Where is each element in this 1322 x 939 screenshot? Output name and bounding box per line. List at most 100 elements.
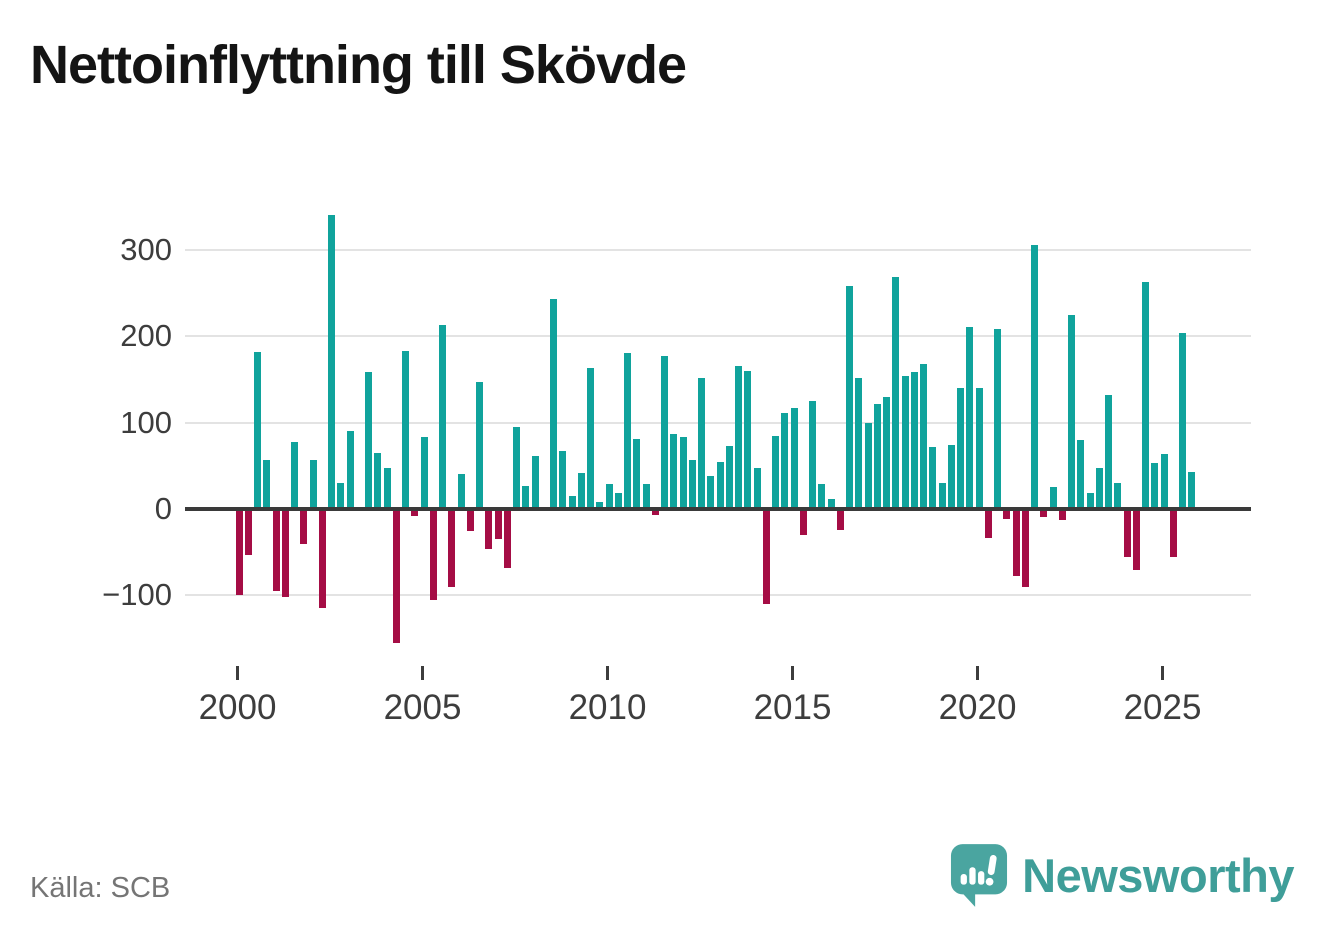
bar-2023Q3[interactable] bbox=[1105, 394, 1112, 509]
bar-2007Q3[interactable] bbox=[513, 426, 520, 509]
bar-2015Q4[interactable] bbox=[818, 483, 826, 509]
bar-2012Q1[interactable] bbox=[679, 437, 687, 509]
bar-2004Q3[interactable] bbox=[402, 350, 409, 509]
bar-2007Q4[interactable] bbox=[522, 485, 530, 509]
bar-2013Q3[interactable] bbox=[735, 366, 742, 509]
bar-2018Q3[interactable] bbox=[920, 363, 927, 509]
bar-2001Q3[interactable] bbox=[291, 442, 298, 509]
bar-2006Q4[interactable] bbox=[485, 509, 493, 549]
bar-2011Q4[interactable] bbox=[670, 433, 678, 509]
bar-2012Q3[interactable] bbox=[698, 378, 705, 509]
bar-2008Q3[interactable] bbox=[550, 298, 557, 509]
bar-2015Q2[interactable] bbox=[799, 509, 807, 535]
bar-2006Q2[interactable] bbox=[466, 509, 474, 531]
bar-2003Q4[interactable] bbox=[374, 452, 382, 509]
bar-2006Q1[interactable] bbox=[457, 473, 465, 509]
bar-2001Q1[interactable] bbox=[272, 509, 280, 592]
bar-2014Q4[interactable] bbox=[781, 413, 789, 509]
bar-2022Q4[interactable] bbox=[1077, 439, 1085, 509]
bar-2022Q1[interactable] bbox=[1049, 487, 1057, 509]
bar-2008Q1[interactable] bbox=[531, 456, 539, 509]
bar-2014Q1[interactable] bbox=[753, 467, 761, 509]
bar-2021Q2[interactable] bbox=[1021, 509, 1029, 587]
bar-2018Q1[interactable] bbox=[901, 375, 909, 509]
bar-2009Q3[interactable] bbox=[587, 368, 594, 509]
bar-2002Q4[interactable] bbox=[337, 483, 345, 509]
bar-2002Q1[interactable] bbox=[309, 459, 317, 509]
bar-2000Q3[interactable] bbox=[254, 351, 261, 509]
bar-2025Q2[interactable] bbox=[1169, 509, 1177, 557]
bar-2002Q3[interactable] bbox=[328, 215, 335, 509]
bar-2007Q1[interactable] bbox=[494, 509, 502, 540]
bar-2020Q1[interactable] bbox=[975, 387, 983, 509]
bar-2010Q3[interactable] bbox=[624, 353, 631, 509]
bar-2019Q1[interactable] bbox=[938, 483, 946, 509]
bar-2012Q4[interactable] bbox=[707, 476, 715, 509]
bar-2013Q2[interactable] bbox=[725, 445, 733, 509]
bar-2020Q3[interactable] bbox=[994, 329, 1001, 509]
bar-2016Q2[interactable] bbox=[836, 509, 844, 530]
bar-2019Q4[interactable] bbox=[966, 327, 974, 509]
bar-2008Q4[interactable] bbox=[559, 451, 567, 509]
bar-2000Q1[interactable] bbox=[235, 509, 243, 596]
bar-2014Q2[interactable] bbox=[762, 509, 770, 605]
bar-2014Q3[interactable] bbox=[772, 436, 779, 509]
bar-2000Q4[interactable] bbox=[263, 459, 271, 509]
bar-2007Q2[interactable] bbox=[503, 509, 511, 568]
bar-2025Q1[interactable] bbox=[1160, 453, 1168, 509]
bar-2021Q4[interactable] bbox=[1040, 509, 1048, 517]
bar-2016Q3[interactable] bbox=[846, 286, 853, 509]
bar-2011Q3[interactable] bbox=[661, 356, 668, 509]
bar-2003Q3[interactable] bbox=[365, 372, 372, 509]
bar-2005Q2[interactable] bbox=[429, 509, 437, 600]
bar-2023Q1[interactable] bbox=[1086, 493, 1094, 509]
bar-2021Q3[interactable] bbox=[1031, 245, 1038, 509]
bar-2017Q3[interactable] bbox=[883, 396, 890, 509]
bar-2003Q1[interactable] bbox=[346, 431, 354, 509]
bar-2004Q2[interactable] bbox=[392, 509, 400, 643]
bar-2024Q2[interactable] bbox=[1132, 509, 1140, 571]
bar-2025Q4[interactable] bbox=[1188, 471, 1196, 509]
bar-2018Q4[interactable] bbox=[929, 446, 937, 509]
bar-2009Q1[interactable] bbox=[568, 496, 576, 509]
bar-2013Q1[interactable] bbox=[716, 462, 724, 509]
bar-2006Q3[interactable] bbox=[476, 381, 483, 509]
bar-2018Q2[interactable] bbox=[910, 372, 918, 509]
bar-2025Q3[interactable] bbox=[1179, 332, 1186, 509]
bar-2010Q4[interactable] bbox=[633, 438, 641, 509]
bar-2005Q1[interactable] bbox=[420, 437, 428, 509]
bar-2013Q4[interactable] bbox=[744, 370, 752, 509]
bar-2001Q4[interactable] bbox=[300, 509, 308, 544]
bar-2004Q1[interactable] bbox=[383, 468, 391, 509]
bar-2023Q2[interactable] bbox=[1095, 467, 1103, 509]
bar-2021Q1[interactable] bbox=[1012, 509, 1020, 576]
bar-2024Q3[interactable] bbox=[1142, 281, 1149, 509]
bar-2019Q2[interactable] bbox=[947, 445, 955, 509]
bar-2024Q4[interactable] bbox=[1151, 463, 1159, 509]
bar-2000Q2[interactable] bbox=[244, 509, 252, 555]
newsworthy-logo[interactable]: Newsworthy bbox=[950, 842, 1294, 908]
bar-2017Q4[interactable] bbox=[892, 277, 900, 509]
bar-2005Q3[interactable] bbox=[439, 324, 446, 509]
bar-2012Q2[interactable] bbox=[688, 459, 696, 509]
bar-2023Q4[interactable] bbox=[1114, 483, 1122, 509]
bar-2016Q1[interactable] bbox=[827, 499, 835, 509]
bar-2009Q4[interactable] bbox=[596, 502, 604, 509]
bar-2011Q1[interactable] bbox=[642, 483, 650, 509]
bar-2020Q4[interactable] bbox=[1003, 509, 1011, 519]
bar-2020Q2[interactable] bbox=[984, 509, 992, 538]
bar-2005Q4[interactable] bbox=[448, 509, 456, 587]
bar-2015Q1[interactable] bbox=[790, 407, 798, 509]
bar-2016Q4[interactable] bbox=[855, 377, 863, 509]
bar-2022Q2[interactable] bbox=[1058, 509, 1066, 521]
bar-2022Q3[interactable] bbox=[1068, 315, 1075, 509]
bar-2002Q2[interactable] bbox=[318, 509, 326, 609]
bar-2019Q3[interactable] bbox=[957, 387, 964, 509]
bar-2017Q1[interactable] bbox=[864, 422, 872, 509]
bar-2011Q2[interactable] bbox=[651, 509, 659, 516]
bar-2024Q1[interactable] bbox=[1123, 509, 1131, 557]
bar-2001Q2[interactable] bbox=[281, 509, 289, 598]
bar-2004Q4[interactable] bbox=[411, 509, 419, 516]
bar-2009Q2[interactable] bbox=[577, 472, 585, 509]
bar-2010Q1[interactable] bbox=[605, 483, 613, 509]
